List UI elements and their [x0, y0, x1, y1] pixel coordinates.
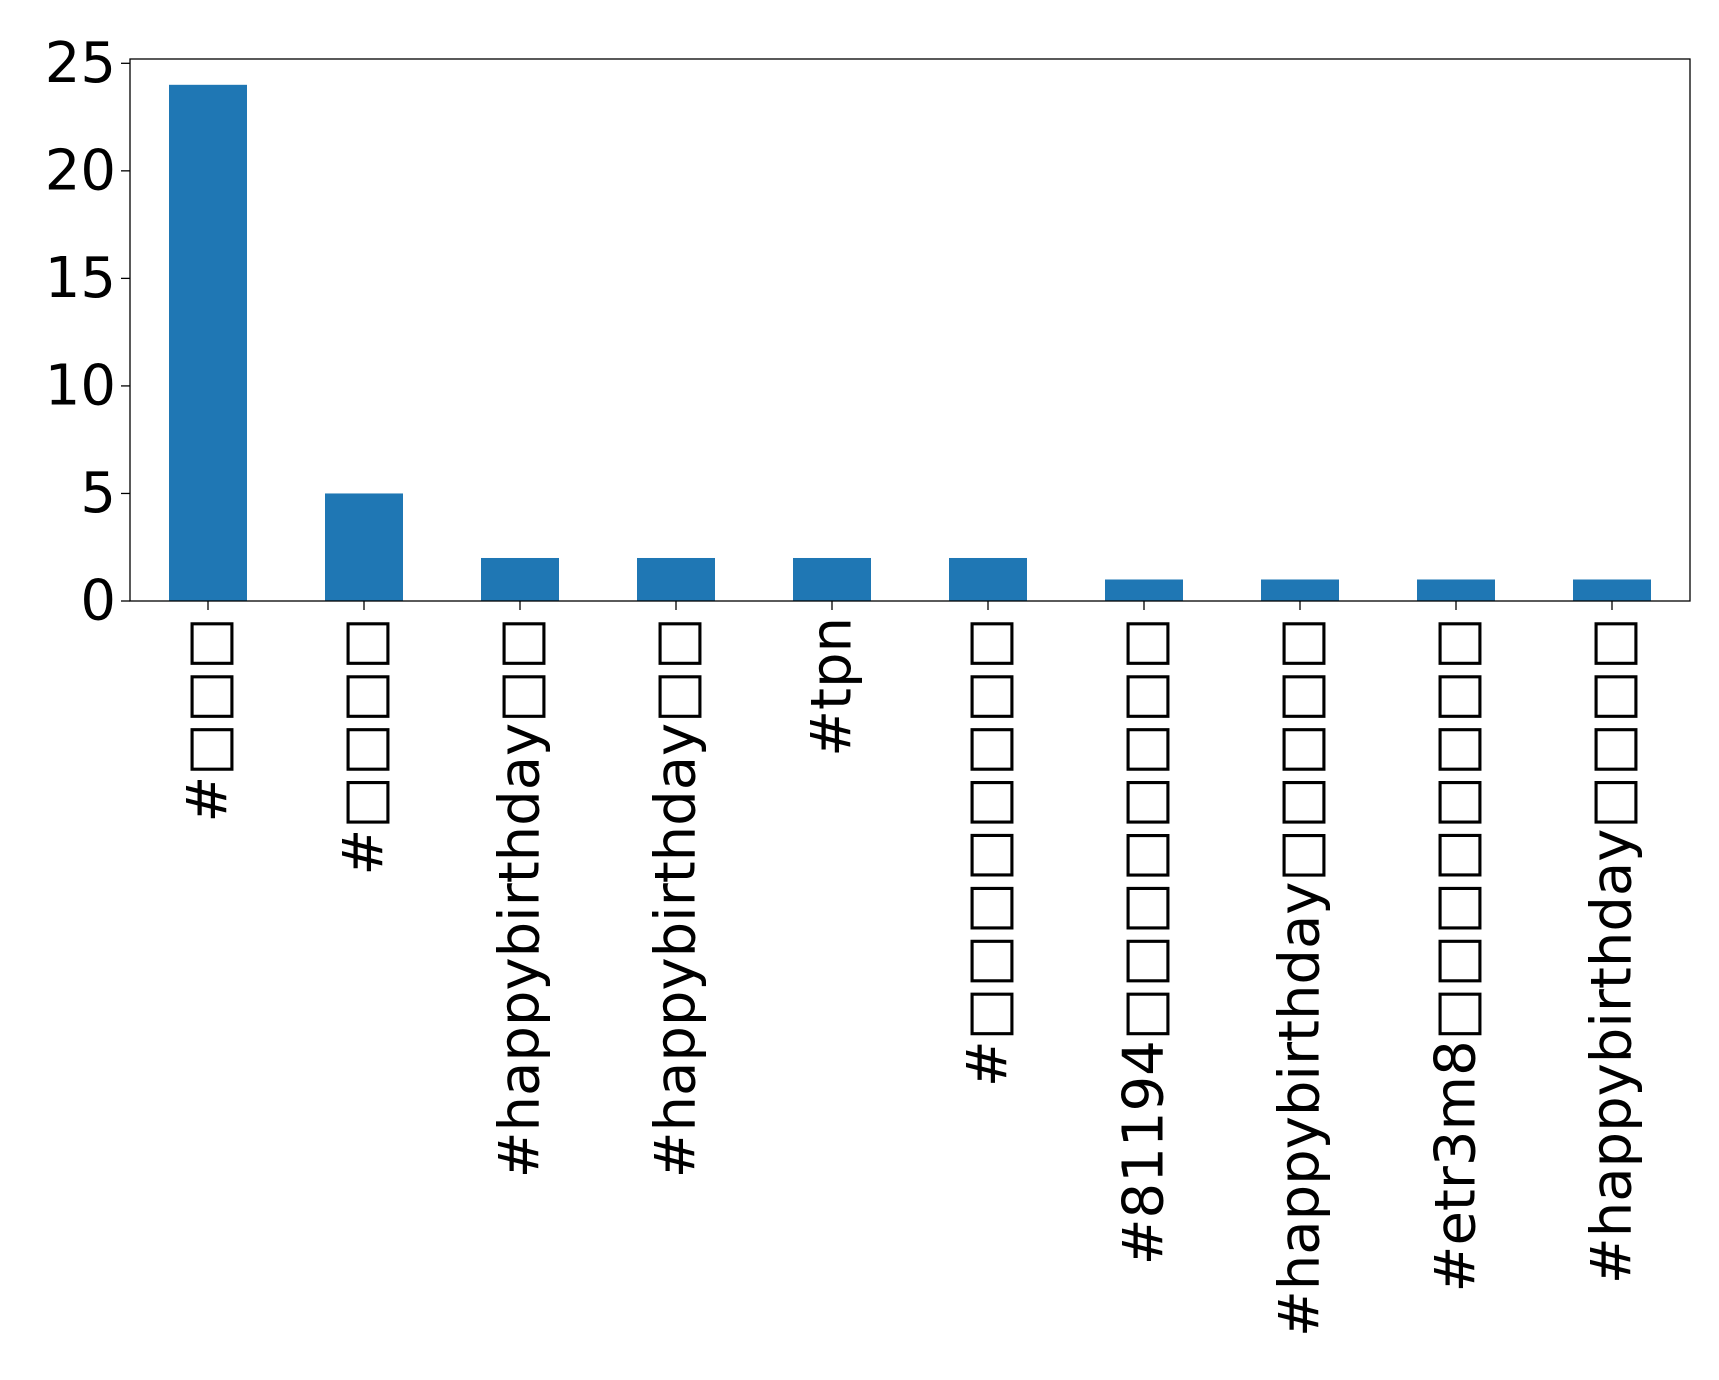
y-tick-label: 0	[80, 569, 116, 634]
y-tick-label: 20	[45, 138, 116, 203]
bar-8	[1417, 579, 1495, 601]
x-tick-label: #81194□□□□□□□□	[1112, 617, 1177, 1265]
bar-4	[793, 557, 871, 601]
bar-0	[169, 84, 247, 602]
bars-group	[169, 84, 1651, 602]
plot-frame	[129, 58, 1691, 602]
x-tick-label: #tpn	[800, 617, 865, 757]
y-tick-label: 25	[45, 31, 116, 96]
bar-5	[949, 557, 1027, 601]
bar-3	[637, 557, 715, 601]
x-tick-label: #□□□□□□□□	[956, 617, 1021, 1087]
x-tick-label: #happybirthday□□	[644, 617, 709, 1178]
x-tick-label: #happybirthday□□□□□	[1268, 617, 1333, 1337]
bar-9	[1573, 579, 1651, 601]
x-tick-label: #happybirthday□□□□	[1580, 617, 1645, 1284]
y-tick-label: 10	[45, 353, 116, 418]
x-tick-label: #□□□□	[332, 617, 397, 876]
y-tick-label: 15	[45, 246, 116, 311]
x-axis: #□□□ #□□□□ #happybirthday□□ #happybirthday□…	[176, 601, 1645, 1337]
bar-7	[1261, 579, 1339, 601]
bar-6	[1105, 579, 1183, 601]
bar-1	[325, 493, 403, 601]
y-tick-label: 5	[80, 461, 116, 526]
x-tick-label: #□□□	[176, 617, 241, 823]
x-tick-label: #etr3m8□□□□□□□□	[1424, 617, 1489, 1292]
x-tick-label: #happybirthday□□	[488, 617, 553, 1178]
y-axis: 0 5 10 15 20 25	[45, 31, 130, 634]
bar-2	[481, 557, 559, 601]
